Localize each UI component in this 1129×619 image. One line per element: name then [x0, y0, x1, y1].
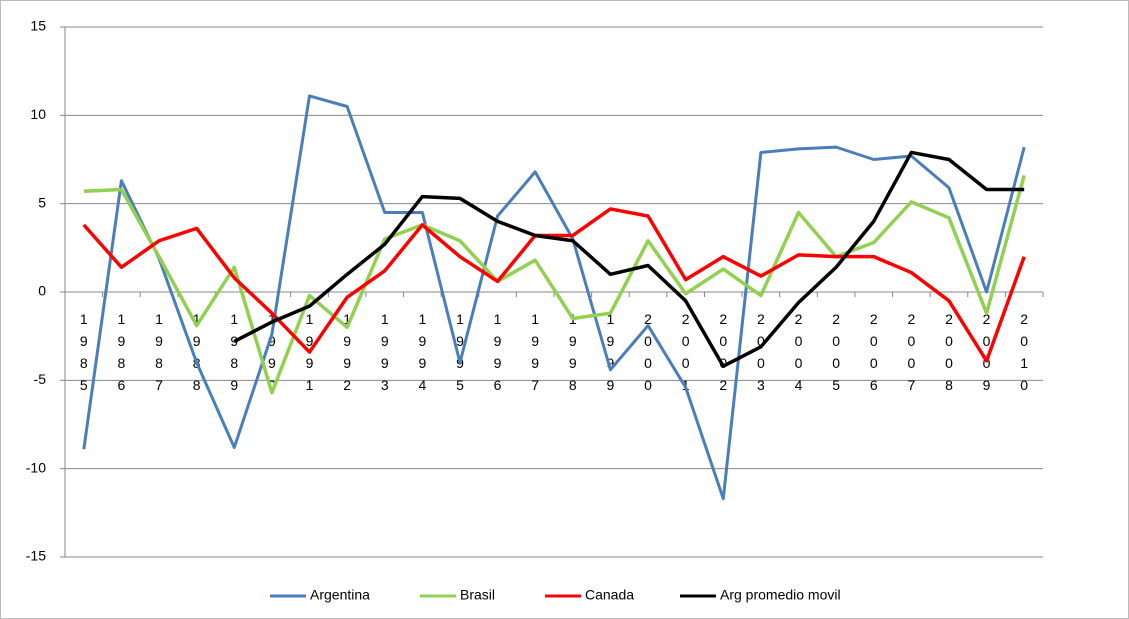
- y-tick-label: 10: [30, 106, 46, 122]
- y-tick-label: -10: [26, 459, 46, 475]
- legend-label: Canada: [585, 587, 634, 603]
- legend-label: Arg promedio movil: [720, 587, 841, 603]
- series-line: [82, 94, 1026, 501]
- series-line: [82, 207, 1026, 363]
- series-line: [83, 174, 1026, 395]
- series-line: [233, 150, 1025, 368]
- y-tick-label: 15: [30, 18, 46, 34]
- y-tick-label: -5: [34, 371, 47, 387]
- y-tick-label: 0: [38, 283, 46, 299]
- y-tick-label: 5: [38, 194, 46, 210]
- legend-label: Brasil: [460, 587, 495, 603]
- y-tick-label: -15: [26, 548, 46, 564]
- legend-label: Argentina: [310, 587, 370, 603]
